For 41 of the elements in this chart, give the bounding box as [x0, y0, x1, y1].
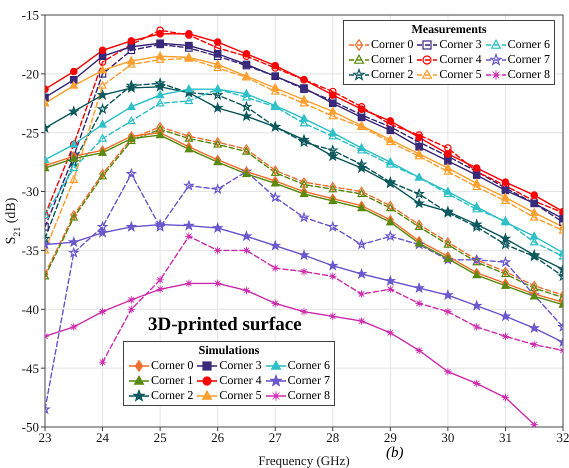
legend-label: Corner 5 — [219, 388, 262, 403]
legend-label: Corner 3 — [219, 358, 262, 373]
x-tick-label: 28 — [326, 430, 340, 446]
legend-label: Corner 1 — [151, 373, 194, 388]
text: (b) — [386, 445, 404, 462]
legend-label: Corner 2 — [151, 388, 194, 403]
x-tick-label: 25 — [154, 430, 167, 446]
x-tick-label: 32 — [556, 430, 569, 446]
legend-label: Corner 8 — [288, 388, 330, 403]
x-tick-label: 27 — [268, 430, 282, 446]
legend-label: Corner 7 — [288, 373, 330, 388]
y-tick-label: -25 — [22, 125, 39, 140]
y-tick-label: -20 — [22, 66, 39, 82]
x-tick-label: 31 — [498, 430, 512, 446]
x-tick-label: 30 — [441, 430, 454, 446]
x-axis-title: Frequency (GHz) — [258, 453, 350, 468]
legend-label: Corner 6 — [508, 37, 550, 52]
legend-label: Corner 2 — [371, 67, 414, 82]
y-tick-label: -30 — [22, 184, 39, 200]
legend-label: Corner 5 — [439, 67, 482, 82]
x-tick-label: 24 — [96, 430, 110, 446]
x-tick-label: 23 — [38, 430, 52, 446]
legend-label: Corner 4 — [219, 373, 262, 388]
legend-label: Corner 3 — [439, 37, 482, 52]
legend-label: Corner 4 — [439, 52, 482, 67]
y-tick-label: -35 — [22, 243, 39, 258]
y-tick-label: -45 — [22, 360, 39, 376]
x-tick-label: 26 — [211, 430, 225, 446]
y-tick-label: -15 — [22, 8, 39, 23]
legend-label: Corner 1 — [371, 52, 414, 67]
legend-label: Corner 0 — [151, 358, 194, 373]
y-tick-label: -40 — [22, 302, 39, 317]
annotation: 3D-printed surface — [148, 314, 302, 336]
legend-label: Corner 8 — [508, 67, 550, 82]
legend-label: Corner 6 — [288, 358, 330, 373]
y-tick-label: -50 — [22, 420, 39, 435]
text: Simulations — [198, 343, 260, 357]
legend-label: Corner 0 — [371, 37, 414, 52]
x-tick-label: 29 — [384, 430, 397, 446]
text: Measurements — [411, 22, 487, 36]
legend-label: Corner 7 — [508, 52, 550, 67]
